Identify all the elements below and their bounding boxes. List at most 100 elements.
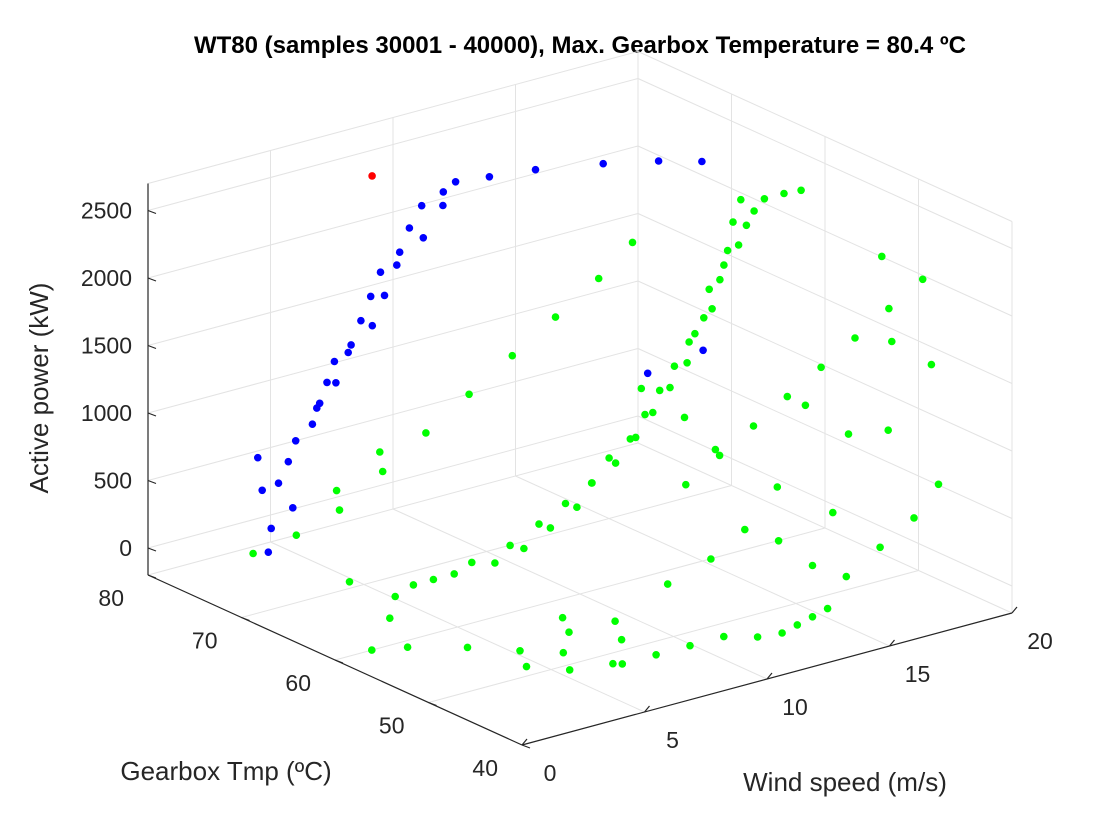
box-edge xyxy=(147,51,639,184)
data-point xyxy=(618,660,627,668)
x-tick-mark xyxy=(521,738,528,746)
x-tick-label: 5 xyxy=(666,727,679,753)
data-point xyxy=(631,433,640,442)
z-tick-mark xyxy=(147,547,157,552)
y-tick-label: 50 xyxy=(379,713,405,739)
data-point xyxy=(357,316,365,325)
data-point xyxy=(720,261,728,269)
data-point xyxy=(774,537,783,545)
data-point xyxy=(707,555,715,563)
data-point xyxy=(741,525,749,534)
data-point xyxy=(520,544,528,553)
data-point xyxy=(267,524,276,533)
data-point xyxy=(506,541,514,550)
data-point xyxy=(376,448,384,456)
data-point xyxy=(927,360,936,369)
data-point xyxy=(405,224,414,232)
data-point xyxy=(666,383,674,392)
back-wall-gridline-z xyxy=(147,415,639,549)
data-point xyxy=(910,514,918,522)
data-point xyxy=(778,629,786,637)
axis-layer xyxy=(147,183,1018,749)
data-point xyxy=(565,628,573,636)
x-tick-mark xyxy=(644,705,650,713)
data-point xyxy=(508,351,517,360)
data-point xyxy=(876,543,884,552)
data-point xyxy=(611,617,619,625)
z-tick-mark xyxy=(147,412,157,417)
data-point xyxy=(649,408,657,417)
z-tick-mark xyxy=(147,209,157,215)
data-point xyxy=(808,613,817,621)
data-point xyxy=(888,337,896,346)
data-point xyxy=(918,275,927,284)
data-point xyxy=(546,524,555,532)
data-point xyxy=(588,479,596,487)
data-point xyxy=(558,613,567,622)
z-tick-label: 0 xyxy=(119,535,132,561)
data-point xyxy=(451,178,460,186)
data-point xyxy=(284,457,293,466)
back-wall-gridline-z xyxy=(147,213,639,346)
data-point xyxy=(729,218,737,226)
data-point xyxy=(522,662,531,671)
data-point xyxy=(291,437,300,445)
data-point xyxy=(395,248,404,256)
x-tick-mark xyxy=(1011,606,1018,614)
y-tick-label: 80 xyxy=(98,585,124,611)
data-point xyxy=(793,621,802,629)
data-point xyxy=(366,292,375,301)
data-point xyxy=(773,483,782,491)
data-point xyxy=(345,578,354,586)
data-point xyxy=(335,506,344,514)
data-point xyxy=(844,430,853,438)
data-point xyxy=(885,304,893,313)
data-point xyxy=(531,165,540,174)
data-point xyxy=(516,647,524,655)
data-point xyxy=(705,285,713,294)
data-point xyxy=(409,581,418,589)
data-point xyxy=(289,504,297,512)
data-point xyxy=(368,321,377,330)
x-axis-label: Wind speed (m/s) xyxy=(743,767,947,797)
data-point xyxy=(599,159,607,168)
data-point xyxy=(715,451,724,460)
data-point xyxy=(422,429,430,437)
data-point xyxy=(742,221,751,230)
back-wall-gridline-z xyxy=(147,78,639,211)
data-point xyxy=(594,274,603,283)
data-point xyxy=(368,172,376,180)
data-point xyxy=(551,313,560,321)
floor-gridline-y xyxy=(334,527,826,661)
back-wall-gridline-z xyxy=(147,348,639,481)
data-point xyxy=(686,641,694,650)
data-point xyxy=(750,207,758,215)
x-tick-label: 20 xyxy=(1027,628,1053,654)
data-point xyxy=(344,348,353,357)
data-point xyxy=(637,384,646,393)
data-point xyxy=(393,261,401,269)
data-point xyxy=(605,454,613,462)
grid-layer xyxy=(147,51,1013,746)
side-wall-gridline-z xyxy=(637,348,1013,519)
data-point xyxy=(655,386,664,395)
data-point xyxy=(699,346,707,355)
data-point xyxy=(700,314,708,322)
data-point xyxy=(663,580,672,588)
data-point xyxy=(419,234,428,242)
data-point xyxy=(468,558,476,567)
point-layer xyxy=(249,157,943,674)
data-point xyxy=(491,559,499,567)
data-point xyxy=(628,238,637,247)
data-point xyxy=(723,246,732,255)
data-point xyxy=(332,486,341,495)
chart-title: WT80 (samples 30001 - 40000), Max. Gearb… xyxy=(194,32,966,59)
y-tick-mark xyxy=(521,744,531,749)
x-tick-mark xyxy=(766,672,773,680)
data-point xyxy=(654,157,663,165)
data-point xyxy=(439,201,447,210)
data-point xyxy=(561,499,570,508)
x-tick-label: 15 xyxy=(905,661,931,687)
data-point xyxy=(292,531,301,539)
data-point xyxy=(641,410,649,419)
